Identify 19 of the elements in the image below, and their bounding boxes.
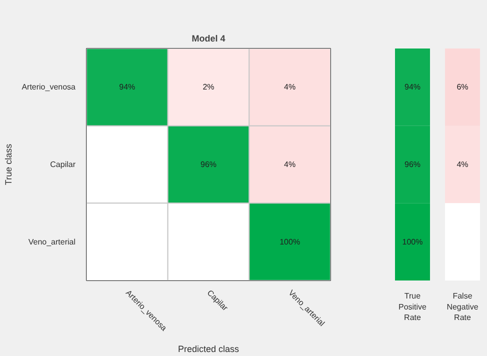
data-label: 6% <box>456 82 468 92</box>
data-label: 96% <box>404 160 421 169</box>
x-tick-label: False Negative Rate <box>446 292 479 322</box>
data-label: 4% <box>456 160 468 169</box>
data-label: 4% <box>284 160 296 169</box>
data-label: 94% <box>404 82 421 92</box>
x-axis-title: Predicted class <box>178 344 240 354</box>
data-label: 100% <box>402 237 423 246</box>
data-label: 96% <box>200 160 217 169</box>
y-axis-title: True class <box>4 143 14 186</box>
data-label: 94% <box>119 82 136 92</box>
y-tick-label: Veno_arterial <box>28 237 76 246</box>
y-tick-label: Capilar <box>50 160 76 169</box>
y-tick-label: Arterio_venosa <box>22 82 76 92</box>
data-label: 4% <box>284 82 296 92</box>
chart-title: Model 4 <box>192 34 226 44</box>
data-label: 100% <box>280 237 300 246</box>
data-label: 2% <box>202 82 214 92</box>
x-tick-label: True Positive Rate <box>398 292 428 322</box>
